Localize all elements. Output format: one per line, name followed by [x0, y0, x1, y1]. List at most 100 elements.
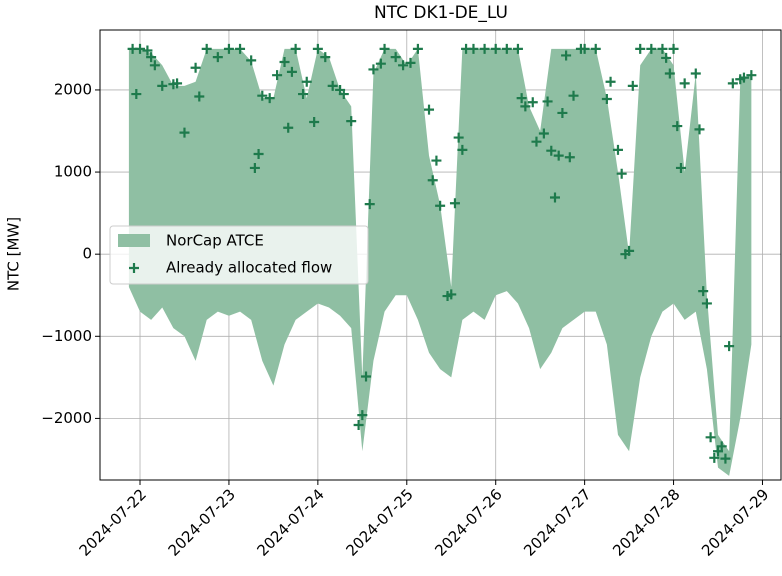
legend-swatch [118, 234, 150, 247]
marker [516, 93, 527, 104]
marker [705, 432, 716, 443]
marker [661, 52, 672, 63]
marker [553, 150, 564, 161]
marker [561, 50, 572, 61]
chart-title: NTC DK1-DE_LU [374, 3, 508, 23]
marker [320, 52, 331, 63]
marker [131, 89, 142, 100]
marker [327, 80, 338, 91]
marker [672, 121, 683, 132]
marker [601, 93, 612, 104]
marker [390, 52, 401, 63]
marker [446, 289, 457, 300]
marker [272, 70, 283, 81]
marker [542, 96, 553, 107]
marker [668, 43, 679, 54]
marker [657, 43, 668, 54]
legend-swatch [129, 263, 139, 273]
marker [379, 43, 390, 54]
marker [357, 410, 368, 421]
marker [338, 89, 349, 100]
marker [201, 43, 212, 54]
marker [720, 453, 731, 464]
marker [223, 43, 234, 54]
marker [709, 452, 720, 463]
marker [624, 245, 635, 256]
marker [146, 52, 157, 63]
marker [590, 43, 601, 54]
marker [264, 93, 275, 104]
marker [286, 66, 297, 77]
marker [727, 78, 738, 89]
marker [298, 89, 309, 100]
marker [490, 43, 501, 54]
marker [412, 43, 423, 54]
marker [149, 60, 160, 71]
plot-frame [99, 29, 782, 481]
marker [694, 124, 705, 135]
marker [564, 152, 575, 163]
marker [353, 419, 364, 430]
marker [257, 90, 268, 101]
marker [627, 80, 638, 91]
marker [612, 144, 623, 155]
legend-label: NorCap ATCE [166, 232, 264, 250]
marker [501, 43, 512, 54]
marker [301, 76, 312, 87]
legend-label: Already allocated flow [166, 259, 332, 277]
marker [701, 298, 712, 309]
marker [579, 43, 590, 54]
marker [427, 175, 438, 186]
y-tick-label: −1000 [41, 327, 92, 345]
marker [346, 116, 357, 127]
marker [479, 43, 490, 54]
marker [635, 43, 646, 54]
area [128, 48, 752, 476]
marker [531, 136, 542, 147]
y-tick-label: 2000 [54, 80, 92, 98]
marker [605, 76, 616, 87]
marker [424, 104, 435, 115]
marker [698, 286, 709, 297]
marker [690, 68, 701, 79]
y-axis-label: NTC [MW] [5, 217, 23, 291]
marker [527, 97, 538, 108]
marker [290, 43, 301, 54]
marker [142, 45, 153, 56]
marker [368, 64, 379, 75]
marker [538, 128, 549, 139]
marker [738, 72, 749, 83]
marker [549, 192, 560, 203]
y-tick-label: 0 [82, 245, 92, 263]
marker [675, 162, 686, 173]
marker [724, 341, 735, 352]
marker [512, 43, 523, 54]
marker [361, 371, 372, 382]
legend-box [109, 225, 369, 285]
marker [457, 144, 468, 155]
marker [375, 58, 386, 69]
marker [664, 68, 675, 79]
marker [435, 200, 446, 211]
marker [279, 57, 290, 68]
marker [249, 162, 260, 173]
marker [646, 43, 657, 54]
marker [194, 91, 205, 102]
marker [253, 148, 264, 159]
marker [212, 52, 223, 63]
marker [546, 145, 557, 156]
marker [398, 60, 409, 71]
marker [568, 90, 579, 101]
marker [179, 127, 190, 138]
marker [312, 43, 323, 54]
marker [283, 122, 294, 133]
marker [716, 441, 727, 452]
marker [520, 101, 531, 112]
marker [616, 168, 627, 179]
marker [746, 70, 757, 81]
marker [309, 116, 320, 127]
y-tick-label: −2000 [41, 409, 92, 427]
marker [557, 107, 568, 118]
marker [405, 57, 416, 68]
